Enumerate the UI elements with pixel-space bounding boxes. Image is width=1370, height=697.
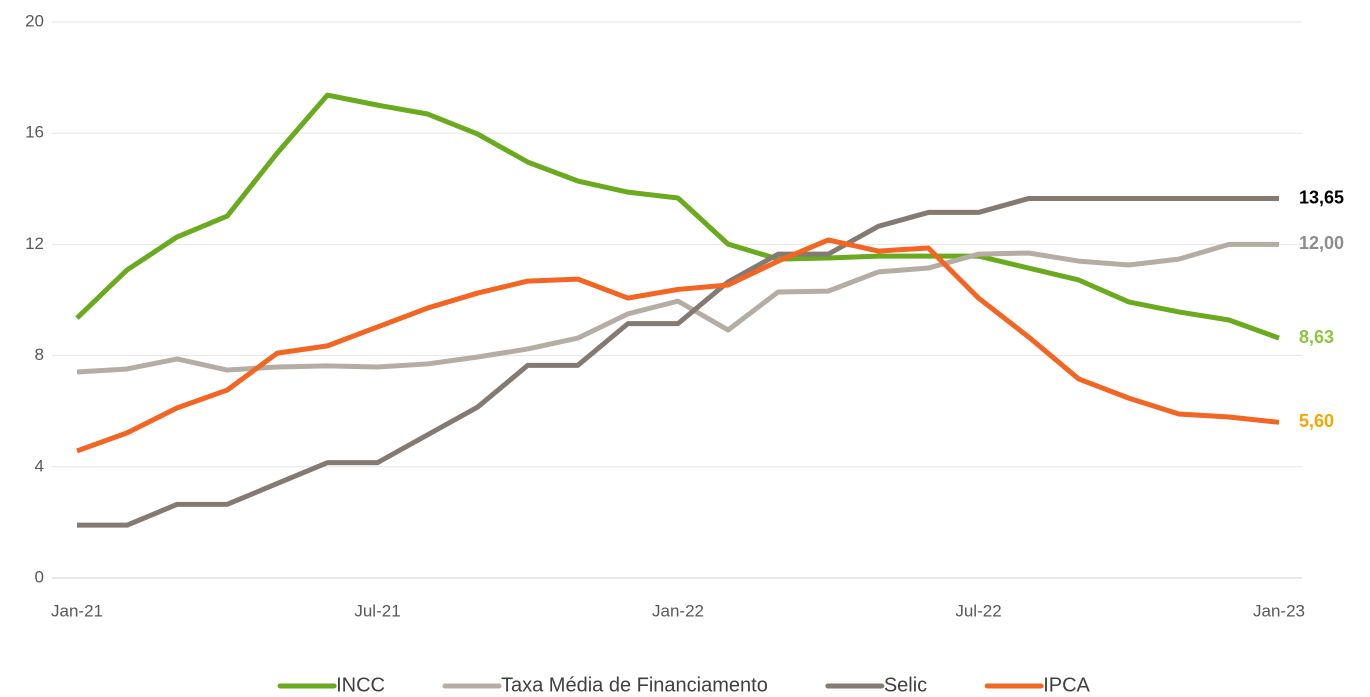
y-tick-label: 12 [25,234,44,253]
y-tick-label: 20 [25,11,44,30]
y-tick-label: 0 [35,567,44,586]
series-line [76,237,1280,454]
end-label: 12,00 [1299,233,1344,253]
legend-label: IPCA [1043,674,1090,696]
legend-label: INCC [336,674,385,696]
y-tick-label: 8 [35,345,44,364]
x-tick-label: Jan-22 [652,601,704,620]
end-label: 8,63 [1299,327,1334,347]
legend-label: Taxa Média de Financiamento [501,674,768,696]
series-line [75,92,1280,341]
x-tick-label: Jan-21 [51,601,103,620]
end-label: 5,60 [1299,411,1334,431]
y-tick-label: 4 [35,456,44,475]
x-tick-label: Jan-23 [1253,601,1305,620]
series-line [77,196,1279,528]
end-label: 13,65 [1299,187,1344,207]
x-tick-label: Jul-22 [955,601,1001,620]
legend-label: Selic [884,674,927,696]
series-line [76,241,1279,375]
x-tick-label: Jul-21 [354,601,400,620]
y-tick-label: 16 [25,123,44,142]
